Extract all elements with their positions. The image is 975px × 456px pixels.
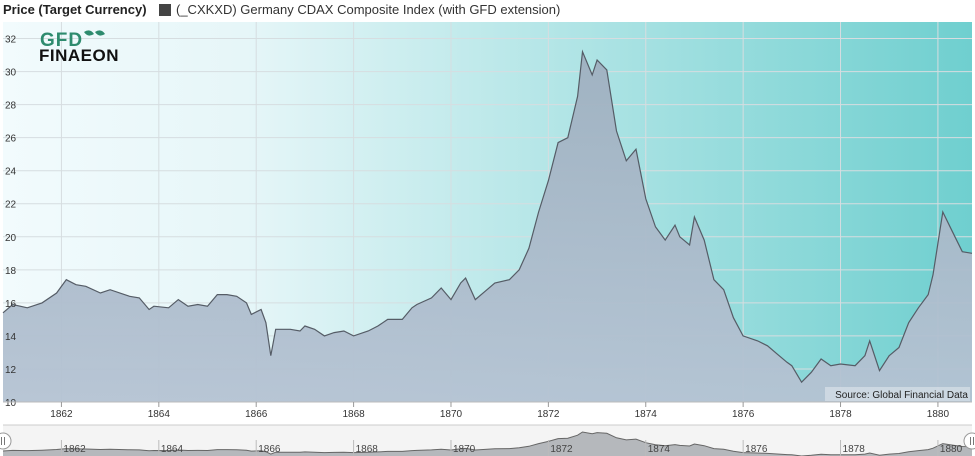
x-axis: 1862 1864 1866 1868 1870 1872 1874 1876 1878 1880 [50,402,949,420]
navigator-tick-label: 1870 [453,444,476,455]
y-tick-label: 26 [5,134,17,145]
y-tick-label: 12 [5,365,17,376]
legend-title: Price (Target Currency) [3,2,147,17]
legend-swatch[interactable] [159,4,171,16]
gfd-logo: GFD FINAEON [39,30,119,65]
source-backdrop [825,387,970,401]
y-tick-label: 14 [5,332,17,343]
series-area-layer [2,49,973,402]
y-tick-label: 20 [5,233,17,244]
y-tick-label: 22 [5,200,17,211]
series-area [3,51,972,402]
navigator[interactable]: 1862 1864 1866 1868 1870 1872 1874 1876 1878 1880 [0,424,975,456]
x-tick-label: 1870 [440,409,463,420]
x-tick-label: 1874 [635,409,658,420]
x-tick-label: 1866 [245,409,268,420]
navigator-tick-label: 1876 [745,444,768,455]
x-tick-label: 1876 [732,409,755,420]
legend-series-label[interactable]: (_CXKXD) Germany CDAX Composite Index (w… [176,2,560,17]
navigator-series [2,431,973,456]
navigator-tick-label: 1862 [63,444,86,455]
navigator-axis: 1862 1864 1866 1868 1870 1872 1874 1876 1878 1880 [60,440,963,456]
navigator-tick-label: 1878 [843,444,866,455]
navigator-tick-label: 1868 [356,444,379,455]
logo-line2: FINAEON [39,46,119,65]
y-tick-label: 10 [5,398,17,409]
logo-line1: GFD [40,30,83,51]
handle-right-circle[interactable] [963,432,975,450]
navigator-tick-label: 1864 [161,444,184,455]
x-tick-label: 1878 [829,409,852,420]
x-tick-label: 1872 [537,409,560,420]
x-tick-label: 1868 [342,409,365,420]
navigator-tick-label: 1874 [648,444,671,455]
source-label: Source: Global Financial Data [835,390,968,401]
legend: Price (Target Currency) (_CXKXD) Germany… [3,2,560,17]
navigator-line [2,431,973,456]
navigator-left-handle[interactable] [0,432,12,450]
x-tick-label: 1864 [148,409,171,420]
y-tick-label: 18 [5,266,17,277]
x-tick-label: 1862 [50,409,73,420]
y-tick-label: 30 [5,68,17,79]
navigator-right-handle[interactable] [963,432,975,450]
y-axis: 10 12 14 16 18 20 22 24 26 28 30 32 [5,35,17,409]
navigator-tick-label: 1880 [940,444,963,455]
leaf-icon [84,30,105,36]
y-tick-label: 24 [5,167,17,178]
y-tick-label: 16 [5,299,17,310]
x-tick-label: 1880 [927,409,950,420]
navigator-area [3,432,972,456]
navigator-tick-label: 1872 [550,444,573,455]
handle-left-circle[interactable] [0,432,12,450]
navigator-tick-label: 1866 [258,444,281,455]
y-tick-label: 32 [5,35,17,46]
series-line [2,49,973,384]
y-tick-label: 28 [5,101,17,112]
